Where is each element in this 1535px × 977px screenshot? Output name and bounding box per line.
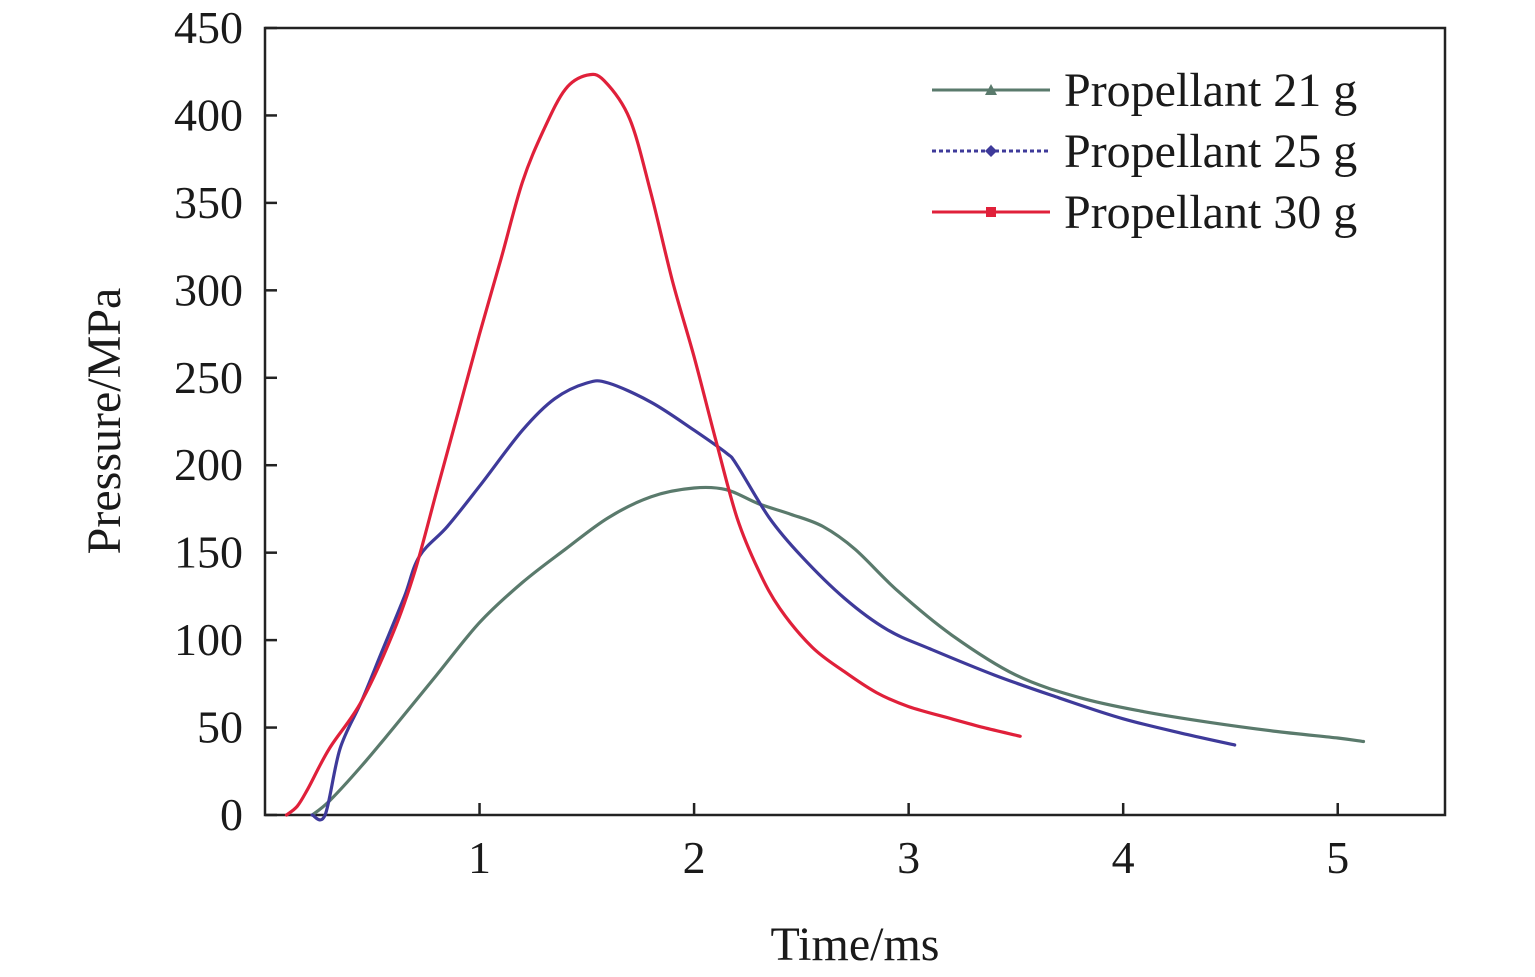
x-axis-title: Time/ms [771, 918, 940, 971]
x-tick-label: 4 [1112, 832, 1135, 883]
y-axis-title: Pressure/MPa [78, 288, 131, 555]
y-tick-label: 350 [174, 177, 243, 228]
y-tick-label: 150 [174, 527, 243, 578]
data-series [284, 72, 1366, 822]
x-tick-label: 2 [683, 832, 706, 883]
legend: Propellant 21 g Propellant 25 g Propellant… [932, 64, 1357, 239]
x-tick-label: 3 [897, 832, 920, 883]
plot-frame [263, 26, 1447, 817]
axis-ticks [265, 26, 1339, 817]
series-line-2 [310, 379, 1237, 822]
y-tick-label: 300 [174, 264, 243, 315]
legend-marker-square [986, 207, 996, 217]
legend-marker-triangle [985, 84, 997, 95]
legend-label-3: Propellant 30 g [1064, 186, 1357, 239]
y-tick-label: 50 [197, 702, 243, 753]
y-tick-label: 250 [174, 352, 243, 403]
legend-label-1: Propellant 21 g [1064, 64, 1357, 117]
x-tick-label: 1 [468, 832, 491, 883]
y-tick-label: 0 [220, 789, 243, 840]
x-tick-label: 5 [1326, 832, 1349, 883]
legend-marker-diamond [985, 145, 997, 157]
y-tick-label: 200 [174, 439, 243, 490]
series-line-3 [284, 72, 1022, 817]
y-tick-label: 100 [174, 614, 243, 665]
legend-label-2: Propellant 25 g [1064, 125, 1357, 178]
axis-tick-labels: 0 50 100 150 200 250 300 350 400 450 1 2 3 4 5 [174, 2, 1349, 883]
y-tick-label: 400 [174, 89, 243, 140]
series-line-1 [310, 485, 1366, 817]
y-tick-label: 450 [174, 2, 243, 53]
